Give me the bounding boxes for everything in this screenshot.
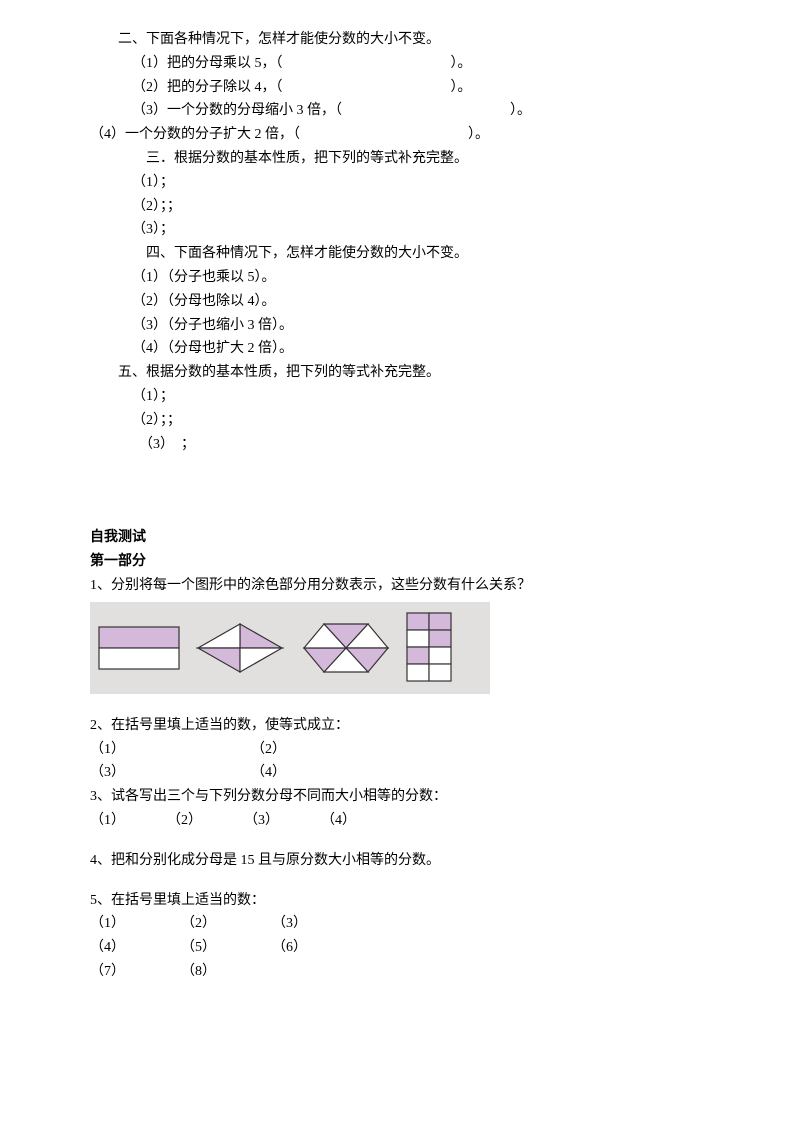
- s5-item: （1）；: [132, 385, 710, 409]
- q2-item: （1） （2）: [90, 738, 710, 762]
- q3-text: 3、试各写出三个与下列分数分母不同而大小相等的分数：: [90, 785, 710, 809]
- shape-grid-eighths: [406, 612, 452, 684]
- q4-text: 4、把和分别化成分母是 15 且与原分数大小相等的分数。: [90, 849, 710, 873]
- part-1-heading: 第一部分: [90, 550, 710, 574]
- q1-text: 1、分别将每一个图形中的涂色部分用分数表示，这些分数有什么关系？: [90, 574, 710, 598]
- q3-item: （1） （2） （3） （4）: [90, 809, 710, 833]
- s4-item: （3）（分子也缩小 3 倍）。: [132, 314, 710, 338]
- section-3-title: 三．根据分数的基本性质，把下列的等式补充完整。: [90, 147, 710, 171]
- s2-item: （3）一个分数的分母缩小 3 倍，（ ）。: [132, 99, 710, 123]
- section-4-title: 四、下面各种情况下，怎样才能使分数的大小不变。: [90, 242, 710, 266]
- s2-item-4: （4）一个分数的分子扩大 2 倍，（ ）。: [90, 123, 710, 147]
- q5-item: （7） （8）: [90, 960, 710, 984]
- s4-item: （2）（分母也除以 4）。: [132, 290, 710, 314]
- q5-item: （1） （2） （3）: [90, 912, 710, 936]
- s3-item: （3）；: [132, 218, 710, 242]
- fraction-figures: [90, 602, 490, 694]
- section-5-title: 五、根据分数的基本性质，把下列的等式补充完整。: [90, 361, 710, 385]
- s5-item: （2）；；: [132, 409, 710, 433]
- self-test-heading: 自我测试: [90, 526, 710, 550]
- shape-rhombus-quarters: [194, 622, 286, 674]
- q2-item: （3） （4）: [90, 761, 710, 785]
- s2-item: （2）把的分子除以 4，（ ）。: [132, 76, 710, 100]
- section-2-title: 二、下面各种情况下，怎样才能使分数的大小不变。: [90, 28, 710, 52]
- shape-hexagon-sixths: [300, 620, 392, 676]
- shape-rectangle-half: [98, 626, 180, 670]
- s4-item: （1）（分子也乘以 5）。: [132, 266, 710, 290]
- s2-item: （1）把的分母乘以 5，（ ）。: [132, 52, 710, 76]
- s5-item: （3） ；: [132, 433, 710, 457]
- q5-item: （4） （5） （6）: [90, 936, 710, 960]
- s3-item: （1）；: [132, 171, 710, 195]
- page-root: { "section2": { "title": "二、下面各种情况下，怎样才能…: [0, 0, 800, 1132]
- q2-text: 2、在括号里填上适当的数，使等式成立：: [90, 714, 710, 738]
- q5-text: 5、在括号里填上适当的数：: [90, 889, 710, 913]
- s3-item: （2）；；: [132, 195, 710, 219]
- s4-item: （4）（分母也扩大 2 倍）。: [132, 337, 710, 361]
